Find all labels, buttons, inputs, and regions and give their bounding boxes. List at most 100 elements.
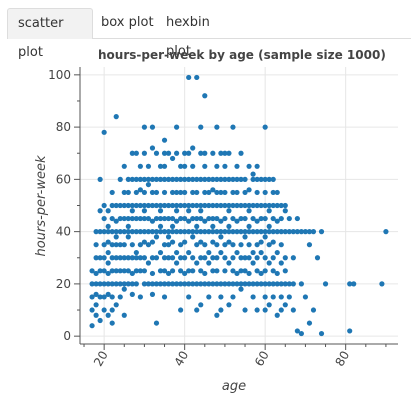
data-point [282, 208, 288, 214]
data-point [274, 312, 280, 318]
data-point [149, 255, 156, 261]
data-point [161, 163, 168, 169]
data-point [182, 163, 188, 169]
data-point [218, 294, 224, 300]
data-point [262, 234, 268, 240]
data-point [222, 229, 228, 235]
data-point [153, 215, 160, 222]
data-point [129, 229, 135, 235]
data-point [165, 242, 172, 248]
data-point [218, 189, 224, 196]
data-point [198, 281, 204, 287]
data-point [117, 281, 123, 287]
data-point [145, 281, 152, 287]
data-point [306, 320, 313, 326]
data-point [210, 281, 216, 287]
data-point [238, 268, 244, 274]
data-point [145, 181, 152, 188]
data-point [218, 218, 224, 224]
data-point [105, 260, 111, 266]
data-point [226, 223, 232, 230]
data-point [121, 189, 127, 196]
data-point [266, 229, 272, 235]
data-point [206, 229, 212, 235]
data-point [97, 294, 103, 300]
data-point [222, 255, 228, 261]
data-point [246, 187, 252, 193]
data-point [129, 208, 135, 214]
data-point [262, 255, 268, 261]
data-point [182, 281, 188, 287]
data-point [310, 307, 317, 313]
data-point [109, 307, 115, 313]
data-point [141, 208, 148, 214]
data-point [157, 163, 164, 169]
data-point [210, 176, 216, 182]
data-point [169, 215, 176, 222]
data-point [129, 291, 135, 297]
data-point [125, 176, 131, 182]
data-point [351, 281, 357, 287]
tab-box-plot[interactable]: box plot [101, 15, 154, 30]
data-point [218, 176, 224, 182]
data-point [174, 229, 180, 235]
data-point [121, 281, 127, 287]
data-point [238, 215, 244, 222]
data-point [141, 281, 148, 287]
data-point [274, 281, 280, 287]
data-point [202, 202, 208, 209]
data-point [109, 242, 115, 248]
y-tick-label: 100 [48, 68, 71, 82]
data-point [145, 202, 152, 209]
data-point [141, 176, 148, 182]
data-point [186, 249, 192, 256]
data-point [282, 268, 288, 274]
data-point [141, 215, 148, 222]
data-point [250, 229, 256, 235]
data-point [174, 249, 180, 256]
data-point [149, 202, 156, 209]
data-point [242, 215, 248, 222]
data-point [222, 163, 228, 169]
data-point [186, 74, 192, 81]
data-point [141, 268, 148, 274]
tab-hexbin-plot[interactable]: hexbin plot [166, 15, 210, 59]
data-point [190, 255, 196, 261]
data-point [198, 150, 204, 156]
data-point [230, 229, 236, 235]
data-point [97, 229, 103, 235]
tab-scatter-plot[interactable]: scatter plot [7, 8, 93, 60]
data-point [178, 307, 184, 313]
data-point [214, 202, 220, 209]
data-point [109, 281, 115, 287]
data-point [137, 268, 143, 274]
data-point [238, 286, 244, 292]
data-point [149, 145, 156, 151]
data-point [174, 208, 180, 214]
data-point [174, 218, 180, 224]
data-point [238, 150, 244, 156]
data-point [246, 223, 252, 230]
data-point [242, 176, 248, 182]
data-point [113, 242, 119, 248]
data-point [109, 320, 115, 326]
data-point [214, 189, 220, 196]
data-point [230, 202, 236, 209]
data-point [218, 249, 224, 256]
data-point [141, 150, 148, 156]
data-point [306, 229, 313, 235]
data-point [262, 268, 268, 274]
data-point [270, 294, 276, 300]
data-point [230, 294, 236, 300]
data-point [186, 176, 192, 182]
data-point [97, 317, 103, 324]
data-point [379, 281, 385, 287]
data-point [206, 294, 212, 300]
data-point [169, 176, 176, 182]
data-point [161, 215, 168, 222]
data-point [153, 176, 160, 182]
scatter-points [89, 74, 389, 337]
data-point [133, 249, 139, 256]
data-point [278, 215, 284, 222]
data-point [234, 163, 240, 169]
